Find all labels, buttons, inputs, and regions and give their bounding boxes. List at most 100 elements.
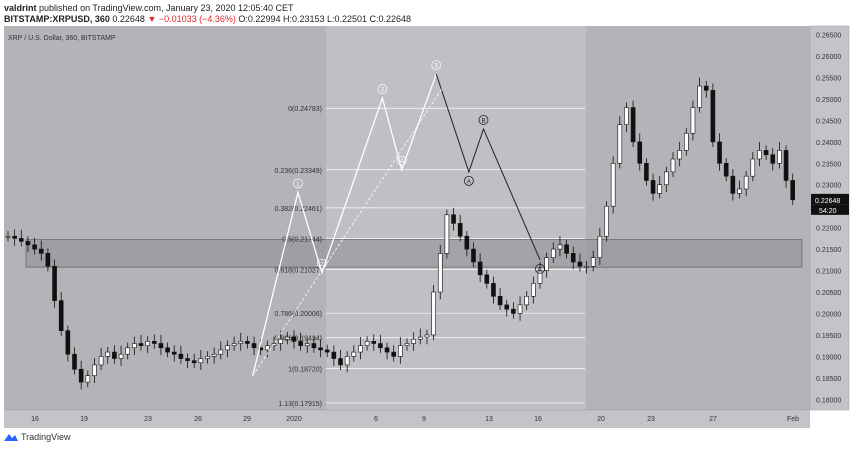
candle [417,336,423,340]
y-tick-label: 0.20000 [816,311,841,318]
time-axis-panel [4,410,810,428]
candle [291,336,297,342]
y-tick-label: 0.25000 [816,97,841,104]
candle [52,265,57,301]
candle [550,248,556,258]
x-tick-label: 16 [31,416,39,423]
candle [637,141,643,164]
price-tag-label: 0.22648 [815,198,840,205]
y-tick-label: 0.18000 [816,397,841,404]
fib-highlight-region [326,26,586,410]
y-tick-label: 0.19500 [816,333,841,340]
candle [630,107,636,143]
candle [218,349,224,355]
x-tick-label: 29 [243,416,251,423]
wave-label-circle [317,258,327,269]
candle [511,308,516,314]
candle [790,180,796,201]
candle [344,356,350,366]
x-tick-label: 6 [374,416,378,423]
candle [231,343,237,346]
y-tick-label: 0.24500 [816,118,841,125]
candle [723,162,729,177]
x-tick-label: 23 [144,416,152,423]
candle [737,188,742,194]
fib-level-label: 0.382(0.22461) [275,206,322,213]
candle [650,180,656,194]
candle [557,244,563,250]
candle [544,257,549,271]
y-tick-label: 0.19000 [816,354,841,361]
candle [391,351,397,357]
candle [424,334,430,338]
y-tick-label: 0.23500 [816,161,841,168]
candle [411,338,416,344]
candle [205,356,210,359]
candle [378,343,383,349]
candle [504,304,510,310]
y-tick-label: 0.21000 [816,269,841,276]
candle [238,341,244,344]
candle [464,235,470,250]
candle [298,341,303,346]
candle [683,132,689,151]
correction-label: A [467,179,471,185]
candle [211,353,217,357]
support-zone [25,239,803,268]
y-tick-label: 0.21500 [816,247,841,254]
candle [730,175,736,194]
candle [770,154,776,164]
author-name[interactable]: valdrint [4,3,37,13]
candle [72,353,77,370]
correction-label: B [481,118,485,124]
candle [717,141,722,164]
x-tick-label: Feb [787,416,799,423]
footer-brand[interactable]: TradingView [21,432,71,442]
candle [477,261,483,276]
candle [58,300,64,331]
candle [384,347,390,353]
candle [25,241,31,246]
candle [358,345,363,353]
candle [5,235,11,238]
candle [710,90,716,143]
candle [677,150,682,160]
fib-level-label: 0.886(0.19434) [275,336,322,343]
wave-label-circle [431,60,442,70]
impulse-wave-line [252,73,437,376]
x-tick-label: 9 [422,416,426,423]
candle [85,375,91,383]
candle [431,291,436,336]
candle [564,244,569,254]
candle [278,338,283,344]
candle [750,158,756,177]
change-text: ▼ −0.01033 (−4.36%) [147,14,236,24]
y-tick-label: 0.20500 [816,290,841,297]
candle [198,358,204,364]
candle [610,162,616,207]
candle [92,364,97,376]
publish-line: valdrint published on TradingView.com, J… [4,3,294,13]
y-tick-label: 0.26000 [816,54,841,61]
fib-level-label: 0.618(0.21027) [275,267,322,274]
candle [531,283,536,297]
candle [590,257,596,267]
fib-level-label: 1(0.18720) [288,366,322,373]
candle [105,351,111,357]
candle [351,351,357,357]
candle [437,253,443,293]
candle [398,345,403,357]
x-tick-label: 27 [709,416,717,423]
candle [12,235,17,239]
candle [690,107,696,134]
tradingview-logo-icon[interactable] [4,432,18,442]
wave-label-circle [293,178,303,189]
candle [444,214,450,254]
wave-label: 2 [320,262,324,268]
candle [404,343,410,346]
x-tick-label: 19 [80,416,88,423]
correction-label-circle [535,263,545,274]
candle [171,351,177,355]
candle [158,343,164,349]
